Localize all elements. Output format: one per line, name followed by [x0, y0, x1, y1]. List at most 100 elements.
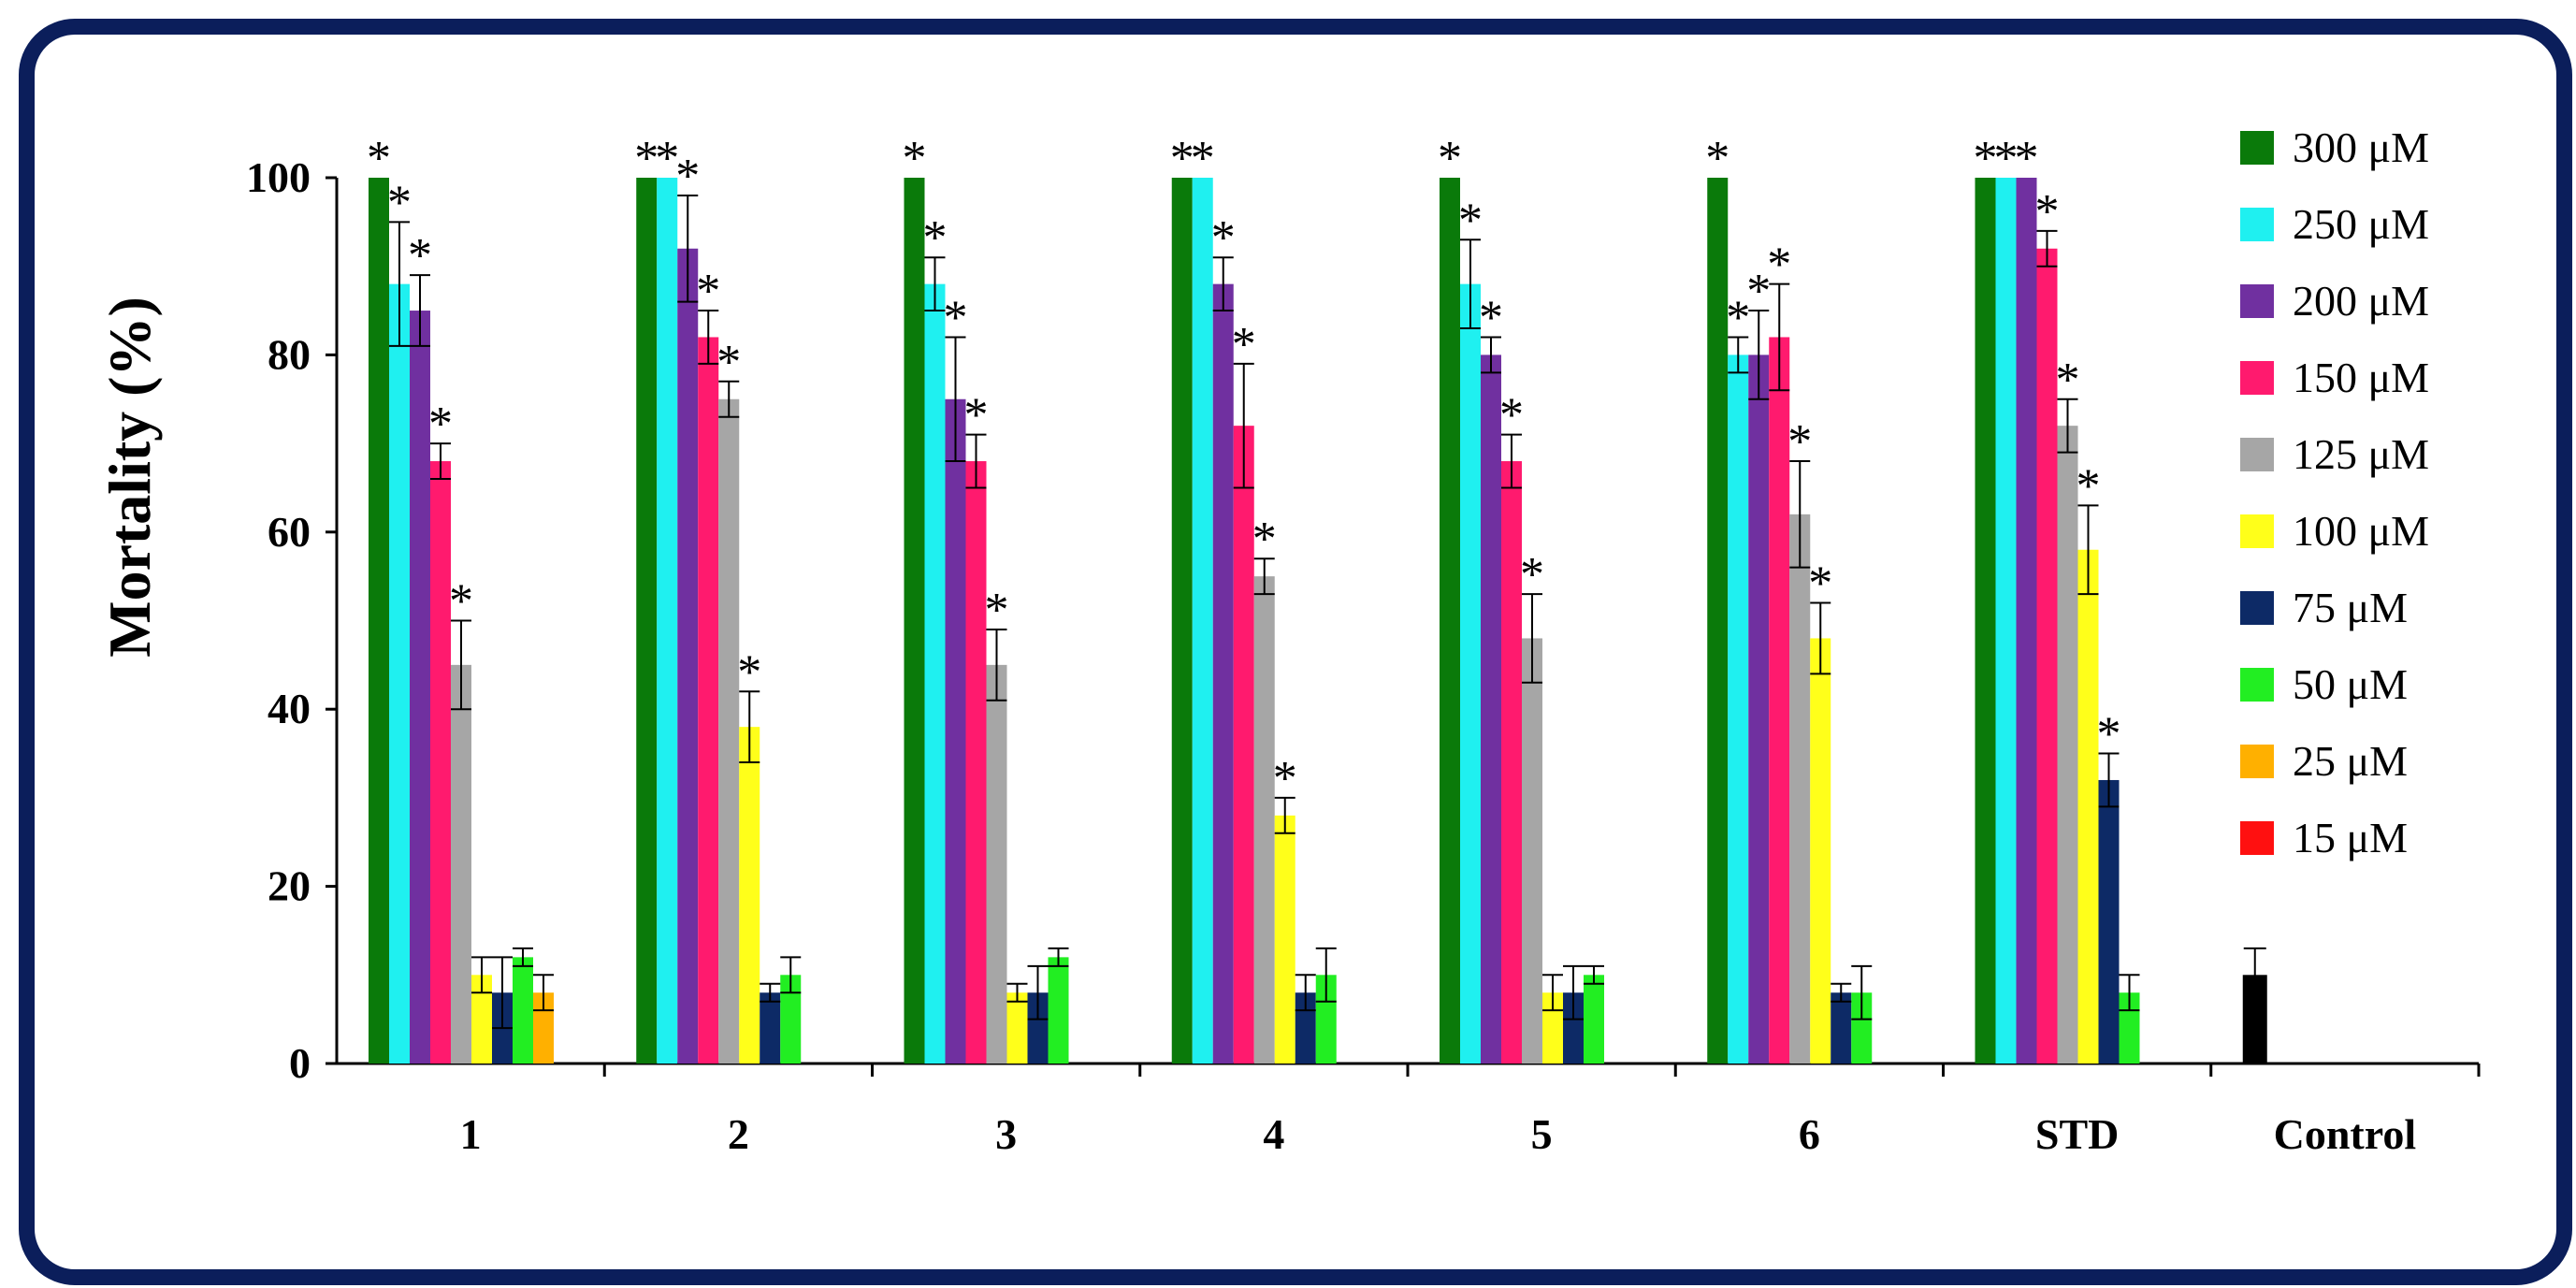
bar — [2036, 248, 2058, 1064]
bar — [1831, 992, 1852, 1064]
significance-star: * — [1726, 291, 1750, 344]
bar — [2016, 178, 2037, 1064]
x-category-label: STD — [2035, 1110, 2119, 1158]
significance-star: * — [923, 211, 948, 265]
bar — [2057, 426, 2078, 1064]
significance-star: * — [675, 150, 700, 203]
significance-star: * — [367, 132, 391, 185]
bar — [718, 398, 740, 1064]
bar — [1481, 355, 1501, 1064]
significance-star: * — [1458, 194, 1483, 247]
significance-star: * — [408, 229, 432, 282]
significance-star: * — [1787, 415, 1812, 469]
significance-star: * — [428, 398, 453, 451]
bar — [1522, 638, 1542, 1064]
significance-star: * — [2056, 354, 2080, 407]
significance-star: * — [1746, 265, 1771, 318]
bars — [369, 178, 2267, 1064]
bar — [1995, 178, 2017, 1064]
legend-label: 100 μM — [2293, 507, 2429, 555]
bar — [1027, 992, 1049, 1064]
legend-swatch — [2240, 668, 2274, 702]
significance-star: * — [449, 575, 473, 629]
y-tick-label: 20 — [268, 862, 311, 910]
x-category-label: Control — [2274, 1110, 2417, 1158]
bar — [1810, 638, 1831, 1064]
axes: 0 20 40 60 80 100 — [246, 153, 2481, 1087]
legend-swatch — [2240, 438, 2274, 471]
significance-star: * — [655, 132, 679, 185]
legend-label: 50 μM — [2293, 660, 2408, 708]
significance-star: * — [1994, 132, 2019, 185]
significance-star: * — [2015, 132, 2039, 185]
significance-star: * — [1252, 513, 1277, 566]
bar — [760, 992, 781, 1064]
y-tick-label: 60 — [268, 508, 311, 556]
significance-star: * — [634, 132, 658, 185]
bar — [2098, 779, 2120, 1064]
significance-star: * — [1974, 132, 1998, 185]
significance-star: * — [2035, 185, 2060, 239]
y-tick-label: 40 — [268, 685, 311, 732]
y-tick-label: 0 — [289, 1039, 311, 1087]
legend-label: 15 μM — [2293, 814, 2408, 861]
legend-label: 200 μM — [2293, 277, 2429, 325]
significance-star: * — [944, 291, 968, 344]
bar — [636, 178, 658, 1064]
significance-star: * — [1273, 752, 1297, 805]
bar — [780, 975, 802, 1064]
bar — [1707, 178, 1729, 1064]
x-category-label: 4 — [1263, 1110, 1284, 1158]
legend-label: 250 μM — [2293, 200, 2429, 248]
legend-swatch — [2240, 361, 2274, 395]
legend-label: 300 μM — [2293, 123, 2429, 171]
bar — [430, 461, 451, 1064]
bar — [2077, 549, 2099, 1064]
legend-swatch — [2240, 821, 2274, 855]
bar — [739, 727, 760, 1064]
bar — [986, 664, 1007, 1064]
significance-star: * — [1499, 389, 1524, 442]
bar — [1274, 815, 1295, 1064]
significance-markers: * * * * * * ************* ********************* — [367, 132, 2121, 805]
y-tick-label: 100 — [246, 153, 311, 201]
bar — [1212, 283, 1234, 1064]
bar — [1192, 178, 1213, 1064]
legend: 300 μM 250 μM 200 μM 150 μM 125 μM 100 μM 75 μ… — [2240, 123, 2429, 861]
significance-star: * — [1808, 557, 1832, 611]
significance-star: * — [1479, 291, 1503, 344]
legend-label: 150 μM — [2293, 354, 2429, 401]
significance-star: * — [1705, 132, 1729, 185]
significance-star: * — [1211, 211, 1236, 265]
x-category-label: 1 — [460, 1110, 482, 1158]
significance-star: * — [2077, 459, 2101, 513]
legend-label: 25 μM — [2293, 737, 2408, 785]
bar — [1460, 283, 1481, 1064]
bar — [1171, 178, 1193, 1064]
y-tick-label: 80 — [268, 330, 311, 378]
bar — [1501, 461, 1522, 1064]
bar — [1315, 975, 1337, 1064]
significance-star: * — [1767, 239, 1791, 292]
bar — [369, 178, 389, 1064]
bar — [1440, 178, 1460, 1064]
bar — [698, 337, 719, 1064]
significance-star: * — [1520, 548, 1544, 601]
significance-star: * — [1232, 318, 1256, 371]
significance-star: * — [737, 645, 761, 699]
y-axis-label: Mortality (%) — [96, 297, 163, 658]
bar — [1728, 355, 1749, 1064]
x-category-label: 6 — [1799, 1110, 1820, 1158]
bar — [657, 178, 678, 1064]
bar — [389, 283, 410, 1064]
category-labels: 1 2 3 4 5 6 STD Control — [460, 1110, 2417, 1158]
legend-swatch — [2240, 131, 2274, 165]
bar — [1975, 178, 1996, 1064]
bar — [1006, 992, 1028, 1064]
significance-star: * — [2097, 708, 2121, 761]
bar — [1253, 576, 1275, 1064]
bar — [1748, 355, 1770, 1064]
significance-star: * — [964, 389, 989, 442]
legend-swatch — [2240, 514, 2274, 548]
